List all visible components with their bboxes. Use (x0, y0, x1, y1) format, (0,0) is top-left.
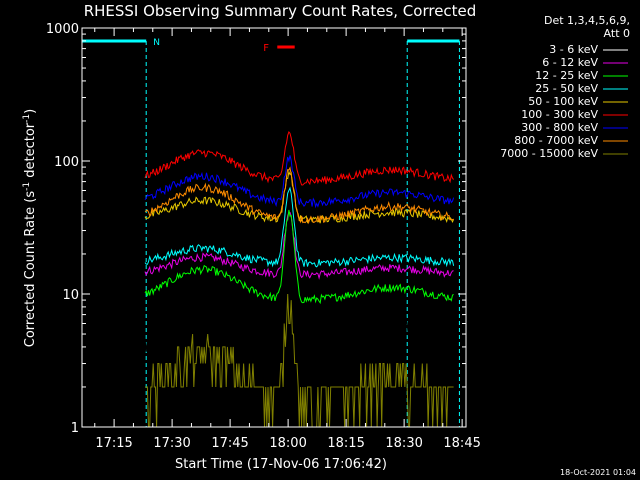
legend-label-5: 100 - 300 keV (521, 108, 598, 121)
y-tick-label-2: 100 (54, 155, 79, 170)
x-tick-label-0: 17:15 (95, 436, 132, 451)
series-line-4 (144, 169, 455, 224)
series-line-2 (144, 209, 454, 305)
x-axis-label: Start Time (17-Nov-06 17:06:42) (175, 457, 387, 472)
legend-header-line2: Att 0 (604, 27, 630, 40)
series-line-5 (144, 131, 455, 186)
timestamp: 18-Oct-2021 01:04 (560, 468, 636, 477)
x-tick-label-6: 18:45 (443, 436, 480, 451)
plot-frame (81, 27, 467, 428)
legend-label-1: 6 - 12 keV (542, 56, 598, 69)
chart-title: RHESSI Observing Summary Count Rates, Co… (84, 2, 477, 20)
legend-label-2: 12 - 25 keV (535, 69, 598, 82)
legend-label-7: 800 - 7000 keV (514, 134, 598, 147)
x-tick-label-3: 18:00 (269, 436, 306, 451)
legend-header-line1: Det 1,3,4,5,6,9, (544, 14, 630, 27)
x-tick-label-4: 18:15 (327, 436, 364, 451)
x-tick-label-5: 18:30 (385, 436, 422, 451)
legend-label-4: 50 - 100 keV (528, 95, 598, 108)
flare-label: F (263, 43, 269, 54)
legend-label-8: 7000 - 15000 keV (500, 147, 598, 160)
y-axis-label-part3: ) (23, 109, 38, 114)
y-tick-label-1: 10 (62, 288, 79, 303)
legend-label-3: 25 - 50 keV (535, 82, 598, 95)
series-line-6 (144, 155, 455, 209)
y-axis-label: Corrected Count Rate (s-1 detector-1) (22, 109, 38, 347)
series-line-0 (144, 241, 455, 376)
ticks-layer: 17:15 17:30 17:45 18:00 18:15 18:30 18:45 1 10 10… (46, 22, 481, 451)
y-axis-label-part2: detector (23, 122, 38, 182)
x-tick-label-1: 17:30 (153, 436, 190, 451)
y-axis-label-sup2: -1 (22, 114, 32, 123)
night-label: N (153, 38, 160, 48)
series-line-3 (144, 186, 455, 268)
x-tick-label-2: 17:45 (211, 436, 248, 451)
y-axis-label-sup1: -1 (22, 182, 32, 191)
y-axis-label-part1: Corrected Count Rate (s (23, 191, 38, 348)
y-tick-label-3: 1000 (46, 22, 79, 37)
legend-label-6: 300 - 800 keV (521, 121, 598, 134)
y-tick-label-0: 1 (71, 421, 79, 436)
series-line-1 (144, 211, 454, 280)
series-line-7 (144, 166, 454, 225)
legend-label-0: 3 - 6 keV (549, 43, 598, 56)
